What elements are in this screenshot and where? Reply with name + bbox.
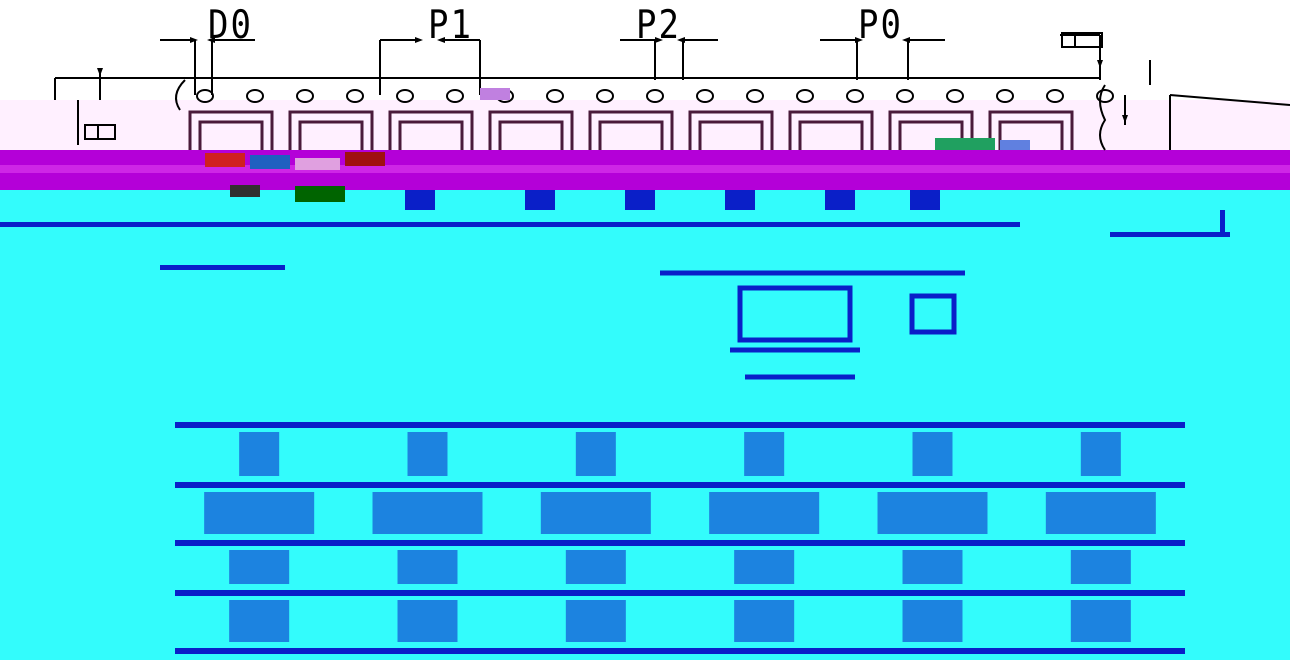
- sprocket-hole-icon: [1096, 89, 1114, 103]
- table-cell: [397, 600, 458, 642]
- pocket-icon: [288, 110, 374, 150]
- pocket-icon: [788, 110, 874, 150]
- magenta-band-highlight: [0, 165, 1290, 173]
- table-cell: [397, 550, 458, 584]
- spec-table: [175, 422, 1185, 654]
- sprocket-hole-icon: [196, 89, 214, 103]
- table-cell: [877, 492, 988, 534]
- table-cell: [734, 600, 795, 642]
- table-cell: [902, 550, 963, 584]
- label-p0: P0: [858, 2, 903, 49]
- table-cell: [902, 600, 963, 642]
- table-cell: [229, 600, 290, 642]
- sprocket-hole-icon: [596, 89, 614, 103]
- table-cell: [372, 492, 483, 534]
- sprocket-hole-icon: [346, 89, 364, 103]
- tape-band: [0, 100, 1290, 150]
- dim-box-right: [1061, 32, 1103, 48]
- dim-box-left: [84, 124, 116, 140]
- sprocket-hole-icon: [696, 89, 714, 103]
- table-rule: [175, 648, 1185, 654]
- pocket-icon: [188, 110, 274, 150]
- pocket-icon: [888, 110, 974, 150]
- label-p1: P1: [428, 2, 473, 49]
- table-cell: [204, 492, 315, 534]
- sprocket-holes: [196, 89, 1114, 103]
- top-background: [0, 0, 1290, 100]
- table-cell: [1080, 432, 1121, 476]
- table-cell: [734, 550, 795, 584]
- pocket-icon: [488, 110, 574, 150]
- label-d0: D0: [208, 2, 253, 49]
- pocket-icon: [688, 110, 774, 150]
- sprocket-hole-icon: [446, 89, 464, 103]
- sprocket-hole-icon: [546, 89, 564, 103]
- sprocket-hole-icon: [996, 89, 1014, 103]
- sprocket-hole-icon: [846, 89, 864, 103]
- sprocket-hole-icon: [1046, 89, 1064, 103]
- table-cell: [709, 492, 820, 534]
- table-rule: [175, 482, 1185, 488]
- tape-pockets: [188, 110, 1074, 150]
- table-cell: [565, 600, 626, 642]
- pocket-icon: [388, 110, 474, 150]
- table-rule: [175, 590, 1185, 596]
- table-cell: [1070, 600, 1131, 642]
- table-cell: [540, 492, 651, 534]
- sprocket-hole-icon: [296, 89, 314, 103]
- sprocket-hole-icon: [896, 89, 914, 103]
- table-cell: [575, 432, 616, 476]
- table-rule: [175, 422, 1185, 428]
- table-cell: [565, 550, 626, 584]
- band-artifacts: [205, 88, 1030, 202]
- component-outline-icon: [660, 270, 965, 380]
- table-cell: [744, 432, 785, 476]
- table-cell: [229, 550, 290, 584]
- sprocket-hole-icon: [646, 89, 664, 103]
- sprocket-hole-icon: [246, 89, 264, 103]
- table-cell: [239, 432, 280, 476]
- pocket-icon: [988, 110, 1074, 150]
- table-cell: [1070, 550, 1131, 584]
- pocket-icon: [588, 110, 674, 150]
- sprocket-hole-icon: [396, 89, 414, 103]
- table-cell: [1045, 492, 1156, 534]
- sprocket-hole-icon: [796, 89, 814, 103]
- pocket-profile-lines: [0, 190, 1230, 270]
- label-p2: P2: [636, 2, 681, 49]
- table-cell: [912, 432, 953, 476]
- dimension-arrows: [97, 37, 1128, 123]
- table-rule: [175, 540, 1185, 546]
- sprocket-hole-icon: [946, 89, 964, 103]
- sprocket-hole-icon: [746, 89, 764, 103]
- table-cell: [407, 432, 448, 476]
- dimension-lines: [54, 34, 1290, 151]
